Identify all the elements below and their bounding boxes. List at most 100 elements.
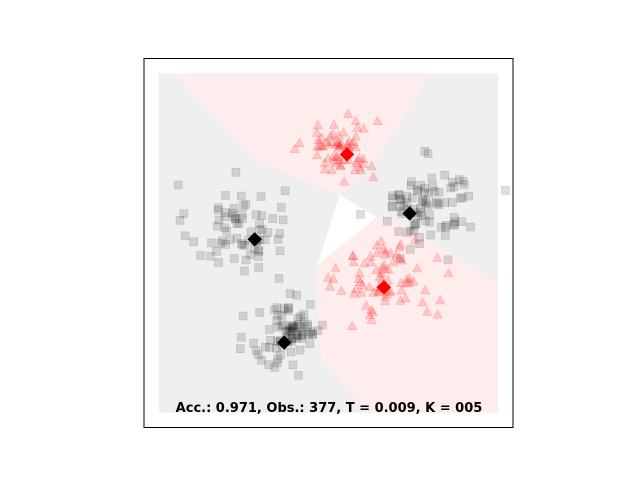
point-square	[306, 327, 316, 337]
point-square	[418, 195, 427, 204]
point-square	[253, 350, 263, 360]
point-square	[427, 173, 437, 183]
point-square	[221, 191, 230, 200]
point-square	[270, 305, 279, 315]
point-triangle	[335, 160, 346, 171]
point-triangle	[371, 264, 382, 275]
point-triangle	[350, 141, 361, 152]
point-square	[272, 343, 281, 353]
point-square	[303, 320, 312, 329]
point-triangle	[391, 249, 402, 260]
point-square	[251, 346, 261, 356]
point-square	[450, 217, 460, 227]
point-triangle	[396, 284, 407, 295]
point-triangle	[313, 134, 324, 144]
point-square	[273, 354, 283, 364]
point-square	[274, 274, 284, 283]
decision-regions	[158, 73, 499, 413]
point-square	[403, 228, 412, 237]
point-square	[230, 214, 240, 223]
region-black	[339, 73, 499, 284]
point-square	[284, 303, 293, 312]
point-square	[218, 236, 227, 246]
point-square	[415, 239, 424, 249]
point-square	[449, 213, 459, 222]
region-black	[158, 73, 370, 413]
point-square	[229, 211, 238, 221]
point-triangle	[326, 136, 338, 146]
point-square	[434, 200, 444, 210]
point-square	[222, 226, 231, 236]
point-square	[440, 198, 450, 207]
point-square	[305, 339, 315, 349]
point-triangle	[314, 140, 325, 150]
point-triangle	[395, 239, 406, 249]
point-square	[229, 203, 239, 213]
point-square	[286, 347, 296, 357]
point-triangle	[379, 295, 391, 306]
point-square	[287, 327, 297, 337]
point-square	[238, 240, 247, 250]
point-square	[273, 235, 283, 244]
point-square	[255, 308, 264, 317]
point-triangle	[422, 306, 433, 316]
point-triangle	[335, 159, 346, 170]
point-triangle	[328, 273, 339, 284]
point-triangle	[321, 136, 332, 146]
point-square	[501, 186, 510, 195]
point-triangle	[338, 126, 349, 137]
point-triangle	[319, 157, 330, 168]
point-square	[275, 229, 285, 238]
point-triangle	[350, 115, 361, 125]
point-square	[428, 182, 438, 191]
point-square	[458, 177, 468, 186]
point-triangle	[412, 262, 423, 273]
point-triangle	[328, 119, 340, 129]
point-square	[454, 175, 464, 184]
point-square	[270, 363, 280, 372]
point-triangle	[333, 137, 344, 148]
point-square	[288, 321, 297, 331]
point-square	[415, 233, 424, 242]
point-square	[180, 231, 190, 241]
point-triangle	[352, 122, 363, 132]
point-square	[285, 324, 295, 333]
point-triangle	[331, 151, 342, 161]
point-square	[245, 250, 255, 259]
point-square	[299, 309, 309, 319]
point-triangle	[395, 277, 407, 288]
point-square	[396, 195, 406, 205]
point-square	[256, 192, 266, 201]
point-square	[238, 311, 248, 321]
point-triangle	[368, 287, 379, 297]
point-square	[272, 303, 282, 313]
point-triangle	[328, 150, 340, 160]
point-triangle	[333, 130, 344, 140]
point-square	[423, 201, 433, 211]
point-triangle	[359, 257, 370, 268]
point-square	[448, 177, 457, 187]
point-square	[293, 314, 303, 323]
point-square	[407, 177, 416, 186]
point-triangle	[364, 309, 376, 320]
point-square	[405, 245, 415, 254]
point-square	[436, 223, 446, 232]
point-triangle	[312, 119, 323, 130]
point-square	[283, 306, 293, 316]
point-square	[173, 180, 183, 190]
point-square	[255, 225, 264, 235]
point-square	[240, 240, 250, 250]
point-square	[275, 246, 285, 256]
point-square	[257, 355, 266, 365]
point-square	[406, 181, 416, 190]
point-triangle	[336, 285, 347, 295]
point-square	[213, 221, 222, 231]
point-triangle	[322, 152, 334, 163]
point-square	[441, 221, 451, 230]
point-square	[421, 197, 430, 207]
point-square	[234, 219, 244, 228]
point-square	[441, 222, 451, 232]
centroid-black	[402, 206, 417, 221]
point-square	[220, 212, 230, 222]
point-triangle	[368, 171, 379, 182]
